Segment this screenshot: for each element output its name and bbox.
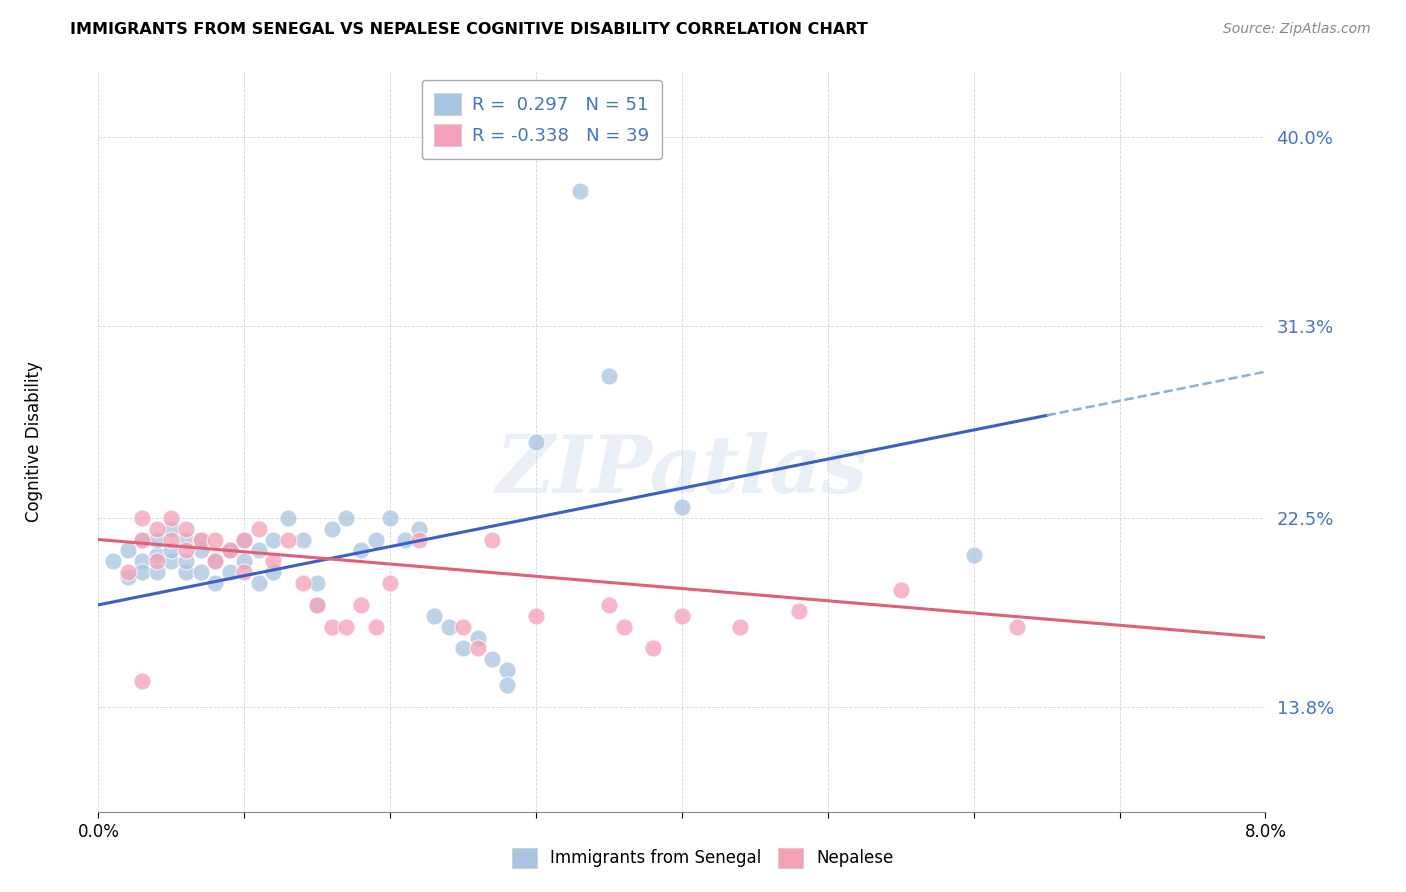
Point [321,619,343,633]
Point [160,554,183,568]
Point [380,576,402,591]
Point [174,522,197,536]
Point [190,533,212,547]
Point [890,582,912,597]
Point [364,533,387,547]
Point [146,533,169,547]
Point [190,543,212,558]
Point [1007,619,1029,633]
Point [291,533,314,547]
Point [160,522,183,536]
Point [467,641,489,656]
Point [641,641,664,656]
Point [481,533,503,547]
Point [598,369,620,384]
Point [350,598,373,612]
Point [131,674,153,689]
Point [146,548,169,562]
Point [146,522,169,536]
Point [451,619,474,633]
Y-axis label: Cognitive Disability: Cognitive Disability [25,361,42,522]
Point [524,608,547,623]
Point [204,533,226,547]
Legend: R =  0.297   N = 51, R = -0.338   N = 39: R = 0.297 N = 51, R = -0.338 N = 39 [422,80,662,159]
Legend: Immigrants from Senegal, Nepalese: Immigrants from Senegal, Nepalese [505,841,901,875]
Point [160,510,183,524]
Point [174,543,197,558]
Point [335,619,357,633]
Point [408,533,430,547]
Point [204,554,226,568]
Point [174,565,197,579]
Point [467,631,489,645]
Point [204,576,226,591]
Point [364,619,387,633]
Point [598,598,620,612]
Point [380,510,402,524]
Point [307,598,329,612]
Point [408,522,430,536]
Point [247,522,270,536]
Point [160,543,183,558]
Point [262,533,284,547]
Point [233,533,256,547]
Point [233,554,256,568]
Point [307,576,329,591]
Point [496,678,519,692]
Point [277,510,299,524]
Point [117,543,139,558]
Point [146,565,169,579]
Point [437,619,460,633]
Point [671,608,693,623]
Point [233,533,256,547]
Point [131,554,153,568]
Point [962,548,984,562]
Point [101,554,124,568]
Point [218,565,240,579]
Point [117,569,139,583]
Point [496,663,519,677]
Point [321,522,343,536]
Point [730,619,752,633]
Text: Source: ZipAtlas.com: Source: ZipAtlas.com [1223,22,1371,37]
Point [423,608,446,623]
Point [568,184,591,198]
Point [146,554,169,568]
Point [174,533,197,547]
Point [307,598,329,612]
Point [481,652,503,666]
Point [247,543,270,558]
Point [451,641,474,656]
Point [787,604,810,618]
Point [131,533,153,547]
Point [204,554,226,568]
Text: IMMIGRANTS FROM SENEGAL VS NEPALESE COGNITIVE DISABILITY CORRELATION CHART: IMMIGRANTS FROM SENEGAL VS NEPALESE COGN… [70,22,868,37]
Point [247,576,270,591]
Point [671,500,693,514]
Point [262,565,284,579]
Point [218,543,240,558]
Point [335,510,357,524]
Point [117,565,139,579]
Point [131,510,153,524]
Point [277,533,299,547]
Point [160,533,183,547]
Point [262,554,284,568]
Point [394,533,416,547]
Point [524,434,547,449]
Point [291,576,314,591]
Point [233,565,256,579]
Point [350,543,373,558]
Point [190,533,212,547]
Point [174,554,197,568]
Point [131,565,153,579]
Point [131,533,153,547]
Text: ZIPatlas: ZIPatlas [496,433,868,510]
Point [190,565,212,579]
Point [218,543,240,558]
Point [612,619,634,633]
